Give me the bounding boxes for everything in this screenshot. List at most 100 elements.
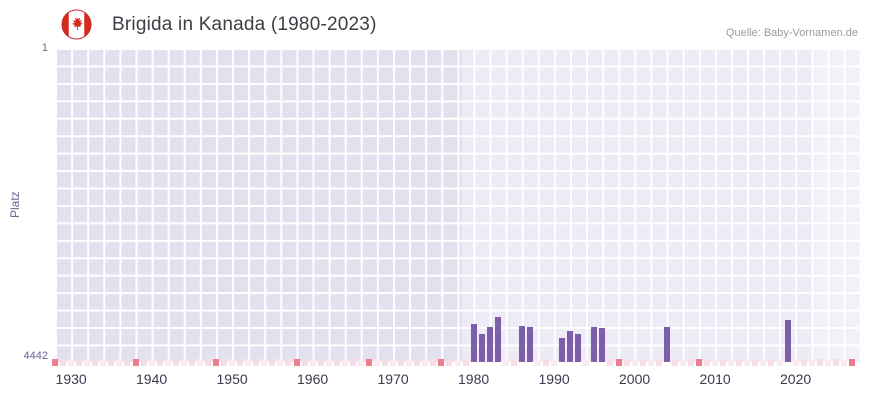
unranked-year-marker <box>760 359 767 366</box>
unranked-year-marker <box>325 359 332 366</box>
unranked-year-marker <box>510 359 517 366</box>
unranked-year-marker <box>204 359 211 366</box>
unranked-year-marker <box>671 359 678 366</box>
rank-bar <box>470 324 477 362</box>
rank-bar <box>518 326 525 362</box>
unranked-year-marker <box>704 359 711 366</box>
unranked-year-marker <box>607 359 614 366</box>
x-tick-label: 1960 <box>297 371 329 387</box>
chart-title: Brigida in Kanada (1980-2023) <box>112 14 377 35</box>
unranked-year-marker <box>60 359 67 366</box>
unranked-year-marker <box>679 359 686 366</box>
unranked-year-marker <box>736 359 743 366</box>
unranked-year-marker <box>832 359 839 366</box>
x-tick-label: 2010 <box>699 371 731 387</box>
unranked-year-marker <box>543 359 550 366</box>
unranked-year-marker <box>776 359 783 366</box>
unranked-year-marker <box>124 359 131 366</box>
y-tick-bottom: 4442 <box>23 350 48 362</box>
x-tick-label: 1950 <box>216 371 248 387</box>
source-credit: Quelle: Baby-Vornamen.de <box>725 27 858 39</box>
x-tick-label: 1970 <box>377 371 409 387</box>
unranked-year-marker <box>687 359 694 366</box>
canada-flag-icon <box>61 9 92 40</box>
unranked-year-marker <box>213 359 219 366</box>
unranked-year-marker <box>696 359 702 366</box>
unranked-year-marker <box>848 359 855 366</box>
rank-bar <box>591 327 598 362</box>
unranked-year-marker <box>261 359 268 366</box>
unranked-year-marker <box>365 359 372 366</box>
unranked-year-marker <box>132 359 139 366</box>
unranked-year-marker <box>438 359 445 366</box>
unranked-year-marker <box>148 359 155 366</box>
unranked-year-marker <box>430 359 437 366</box>
unranked-year-marker <box>744 359 751 366</box>
unranked-year-marker <box>422 359 429 366</box>
unranked-year-marker <box>382 359 389 366</box>
x-axis: 1930 1940 1950 1960 1970 1980 1990 2000 2010 2020 <box>55 371 860 393</box>
unranked-year-marker <box>768 359 775 366</box>
unranked-year-marker <box>293 359 300 366</box>
unranked-year-marker <box>301 359 308 366</box>
unranked-year-marker <box>639 359 646 366</box>
unranked-year-marker <box>406 359 413 366</box>
x-tick-label: 1930 <box>55 371 87 387</box>
unranked-year-marker <box>245 359 252 366</box>
x-tick-label: 1980 <box>458 371 490 387</box>
unranked-year-marker <box>317 359 324 366</box>
unranked-year-marker <box>414 359 421 366</box>
unranked-year-marker <box>221 359 228 366</box>
unranked-year-marker <box>446 359 453 366</box>
unranked-year-marker <box>374 359 380 366</box>
unranked-year-marker <box>196 359 203 366</box>
unranked-year-marker <box>277 359 284 366</box>
unranked-year-marker <box>172 359 179 366</box>
unranked-year-marker <box>808 359 815 366</box>
unranked-year-marker <box>720 359 727 366</box>
unranked-year-marker <box>333 359 340 366</box>
unranked-year-marker <box>623 359 630 366</box>
unranked-year-marker <box>615 359 622 366</box>
unranked-year-marker <box>398 359 405 366</box>
unranked-year-marker <box>92 359 99 366</box>
unranked-year-marker <box>655 359 662 366</box>
unranked-year-marker <box>349 359 356 366</box>
rank-bar <box>478 334 485 362</box>
plot-area <box>52 48 860 366</box>
unranked-year-marker <box>792 359 799 366</box>
unranked-year-marker <box>253 359 260 366</box>
unranked-year-marker <box>229 359 236 366</box>
unranked-year-marker <box>647 359 654 366</box>
rank-bar <box>486 327 493 362</box>
unranked-year-marker <box>84 359 91 366</box>
x-tick-label: 1990 <box>538 371 570 387</box>
unranked-year-marker <box>800 359 807 366</box>
x-tick-label: 2000 <box>619 371 651 387</box>
y-tick-top: 1 <box>41 42 48 54</box>
unranked-year-marker <box>76 359 83 366</box>
unranked-year-marker <box>285 359 292 366</box>
unranked-year-marker <box>728 359 735 366</box>
rank-bar <box>784 320 791 362</box>
rank-bar <box>526 327 533 362</box>
unranked-year-marker <box>52 359 58 366</box>
unranked-year-marker <box>116 359 123 366</box>
unranked-year-marker <box>752 359 759 366</box>
rank-bar <box>559 338 566 362</box>
unranked-year-marker <box>269 359 276 366</box>
unranked-year-marker <box>712 359 719 366</box>
x-tick-label: 2020 <box>780 371 812 387</box>
unranked-year-marker <box>816 359 823 366</box>
unranked-year-marker <box>164 359 171 366</box>
unranked-year-marker <box>824 359 831 366</box>
unranked-year-marker <box>502 359 509 366</box>
rank-bar <box>567 331 574 362</box>
unranked-year-marker <box>188 359 195 366</box>
rank-bar <box>494 317 501 362</box>
unranked-year-marker <box>840 359 847 366</box>
unranked-year-marker <box>551 359 558 366</box>
x-tick-label: 1940 <box>136 371 168 387</box>
unranked-year-marker <box>237 359 244 366</box>
unranked-year-marker <box>140 359 147 366</box>
